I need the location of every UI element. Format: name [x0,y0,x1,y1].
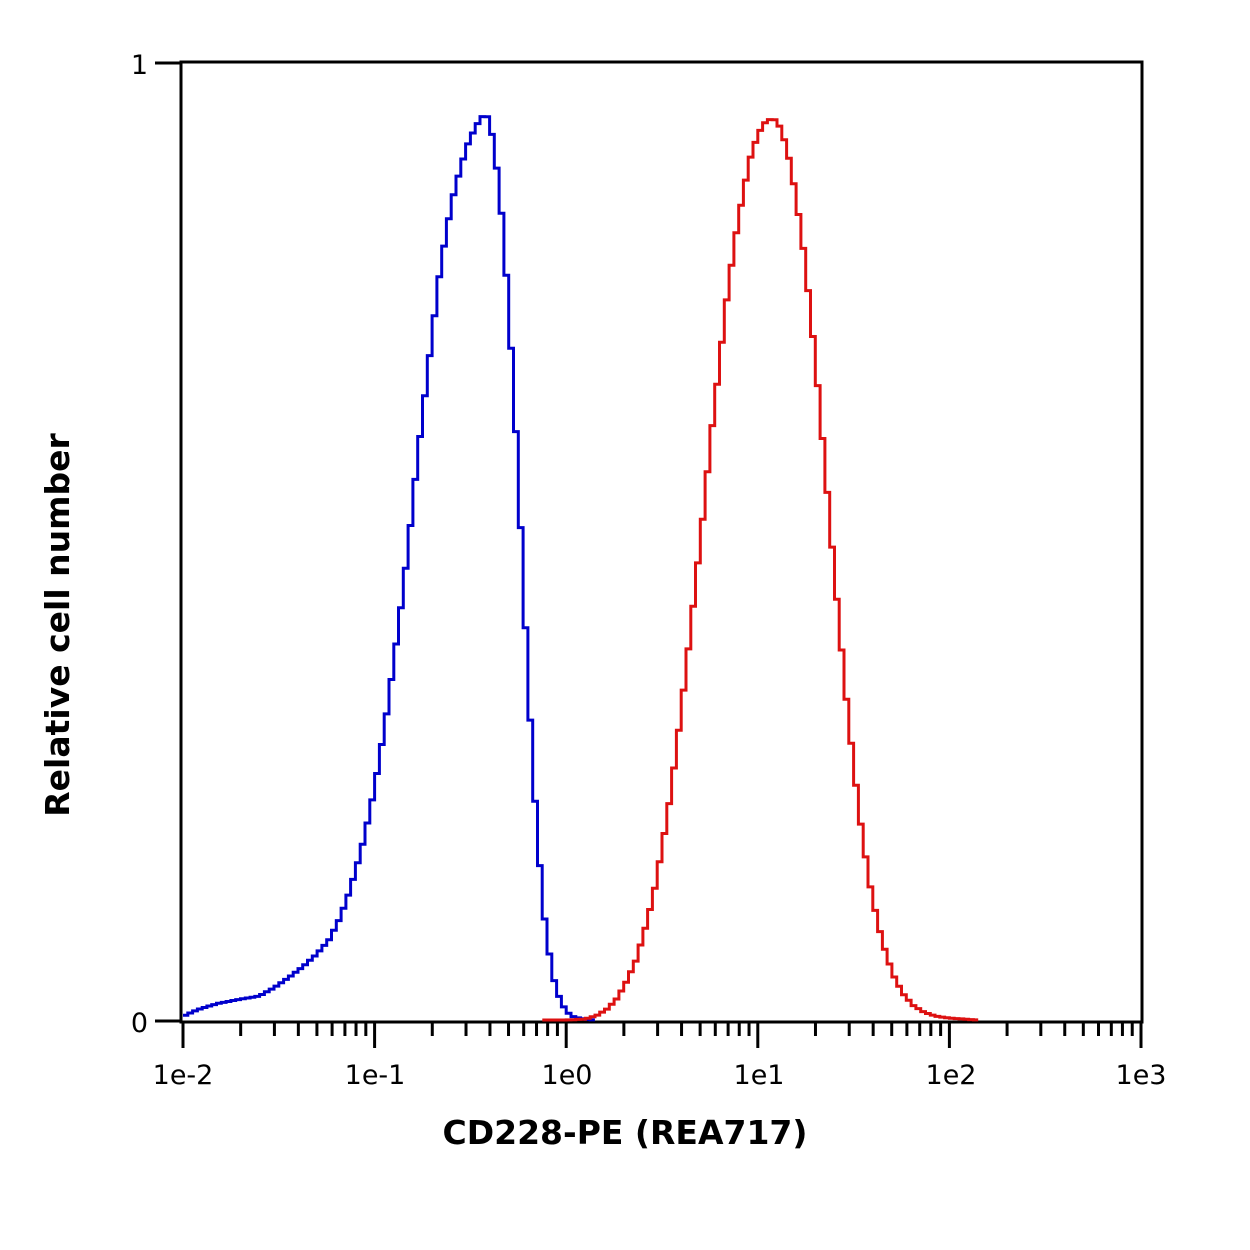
x-tick-label: 1e0 [542,1060,593,1091]
y-axis-title: Relative cell number [38,433,77,817]
y-tick-label-1: 1 [131,50,148,81]
plot-frame [179,60,1144,1024]
x-tick-label: 1e1 [734,1060,785,1091]
y-tick-label-0: 0 [131,1008,148,1039]
x-tick-labels: 1e-2 1e-1 1e0 1e1 1e2 1e3 [153,1060,1167,1091]
x-tick-label: 1e-1 [345,1060,406,1091]
x-axis-title: CD228-PE (REA717) [443,1113,808,1152]
x-tick-label: 1e3 [1116,1060,1167,1091]
x-tick-label: 1e-2 [153,1060,214,1091]
series-control-histogram [183,115,595,1022]
series-cd228-histogram [542,118,979,1022]
x-axis-ticks [181,1022,1143,1048]
x-tick-label: 1e2 [926,1060,977,1091]
